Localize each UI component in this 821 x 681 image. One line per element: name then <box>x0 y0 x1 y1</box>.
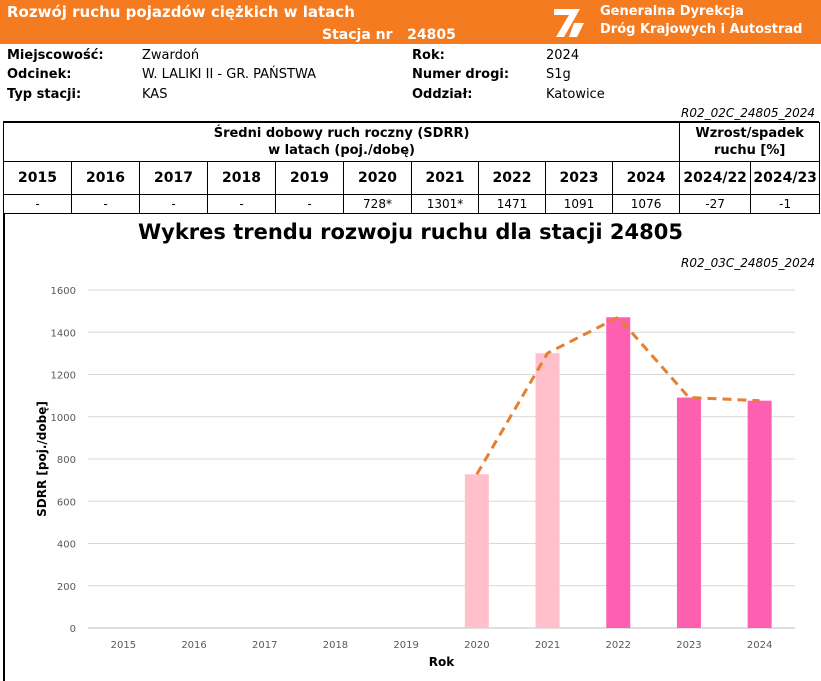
chart-title: Wykres trendu rozwoju ruchu dla stacji 2… <box>137 220 683 244</box>
x-tick-label: 2016 <box>181 640 206 651</box>
sdrr-table: Średni dobowy ruch roczny (SDRR) w latac… <box>2 122 821 214</box>
chart-code: R02_03C_24805_2024 <box>681 256 815 270</box>
station-type-value: KAS <box>142 87 168 102</box>
change-value-cell: -27 <box>679 194 752 214</box>
x-tick-label: 2015 <box>111 640 136 651</box>
change-period-cell: 2024/23 <box>750 161 821 195</box>
y-tick-label: 1600 <box>51 286 76 297</box>
y-tick-label: 1200 <box>51 371 76 382</box>
year-header-cell: 2015 <box>3 161 72 195</box>
year-header-cell: 2023 <box>545 161 613 195</box>
trend-line <box>475 315 760 475</box>
x-tick-label: 2023 <box>676 640 701 651</box>
bar <box>747 400 772 628</box>
value-cell: - <box>3 194 72 214</box>
value-cell: - <box>207 194 276 214</box>
year-header-row: 2015 2016 2017 2018 2019 2020 2021 2022 … <box>3 161 821 195</box>
station-number: 24805 <box>407 27 456 43</box>
station-type-label: Typ stacji: <box>7 87 82 102</box>
x-tick-label: 2021 <box>535 640 560 651</box>
x-tick-label: 2022 <box>606 640 631 651</box>
town-label: Miejscowość: <box>7 48 104 63</box>
y-tick-label: 200 <box>57 582 76 593</box>
x-tick-label: 2020 <box>464 640 489 651</box>
bar <box>676 397 701 628</box>
branch-label: Oddział: <box>412 87 473 102</box>
year-label: Rok: <box>412 48 445 63</box>
y-tick-label: 0 <box>70 624 76 635</box>
value-cell: 1301* <box>411 194 479 214</box>
bar <box>606 317 631 628</box>
year-header-cell: 2020 <box>343 161 412 195</box>
gddkia-logo-icon <box>554 9 584 37</box>
year-header-cell: 2018 <box>207 161 276 195</box>
value-cell: 728* <box>343 194 412 214</box>
organization-name: Generalna Dyrekcja Dróg Krajowych i Auto… <box>600 3 802 39</box>
section-label: Odcinek: <box>7 67 72 82</box>
x-tick-label: 2017 <box>252 640 277 651</box>
year-header-cell: 2019 <box>275 161 344 195</box>
value-cell: 1471 <box>478 194 546 214</box>
station-label: Stacja nr <box>322 27 393 43</box>
y-tick-label: 1000 <box>51 413 76 424</box>
year-header-cell: 2021 <box>411 161 479 195</box>
change-value-cell: -1 <box>750 194 821 214</box>
chart-frame-left-border <box>3 214 5 681</box>
sdrr-header-cell: Średni dobowy ruch roczny (SDRR) w latac… <box>2 122 681 162</box>
value-cell: - <box>71 194 140 214</box>
y-axis-label: SDRR [poj./dobę] <box>35 401 49 517</box>
x-axis-label: Rok <box>429 655 455 669</box>
bar <box>464 474 489 628</box>
y-tick-label: 600 <box>57 497 76 508</box>
road-number-label: Numer drogi: <box>412 67 510 82</box>
x-tick-label: 2024 <box>747 640 772 651</box>
year-header-cell: 2024 <box>611 161 681 195</box>
bar <box>535 353 560 628</box>
road-number-value: S1g <box>546 67 571 82</box>
town-value: Zwardoń <box>142 48 200 63</box>
report-title: Rozwój ruchu pojazdów ciężkich w latach <box>7 3 355 21</box>
y-tick-label: 400 <box>57 540 76 551</box>
change-header-cell: Wzrost/spadek ruchu [%] <box>679 122 821 162</box>
change-period-cell: 2024/22 <box>679 161 752 195</box>
branch-value: Katowice <box>546 87 605 102</box>
year-header-cell: 2016 <box>71 161 140 195</box>
year-value: 2024 <box>546 48 580 63</box>
sdrr-header-line-1: Średni dobowy ruch roczny (SDRR) <box>213 126 470 141</box>
x-tick-label: 2019 <box>393 640 418 651</box>
change-header-line-2: ruchu [%] <box>713 143 786 158</box>
year-header-cell: 2017 <box>139 161 208 195</box>
values-row: - - - - - 728* 1301* 1471 1091 1076 -27 … <box>3 194 821 214</box>
value-cell: - <box>275 194 344 214</box>
y-tick-label: 800 <box>57 455 76 466</box>
table-code: R02_02C_24805_2024 <box>681 106 815 120</box>
org-line-1: Generalna Dyrekcja <box>600 4 744 19</box>
station-heading: Stacja nr 24805 <box>322 27 456 43</box>
value-cell: 1091 <box>545 194 613 214</box>
section-value: W. LALIKI II - GR. PAŃSTWA <box>142 67 317 82</box>
value-cell: - <box>139 194 208 214</box>
change-header-line-1: Wzrost/spadek <box>695 126 804 141</box>
report-header: Rozwój ruchu pojazdów ciężkich w latach … <box>0 0 821 44</box>
org-line-2: Dróg Krajowych i Autostrad <box>600 22 803 37</box>
y-tick-label: 1400 <box>51 328 76 339</box>
value-cell: 1076 <box>611 194 681 214</box>
year-header-cell: 2022 <box>478 161 546 195</box>
x-tick-label: 2018 <box>323 640 348 651</box>
sdrr-header-line-2: w latach (poj./dobę) <box>268 143 415 158</box>
